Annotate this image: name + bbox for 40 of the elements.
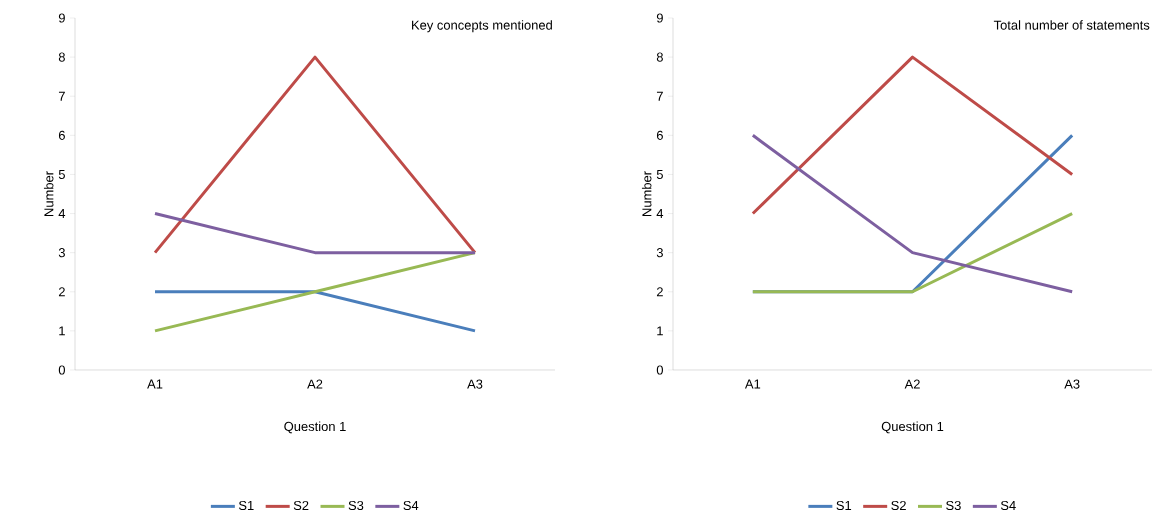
x-tick-label: A1 — [147, 379, 163, 389]
y-tick-label: 4 — [656, 209, 664, 218]
chart-title: Total number of statements — [993, 20, 1150, 30]
legend-label: S4 — [403, 500, 419, 511]
y-tick-label: 4 — [58, 209, 66, 218]
x-tick-label: A2 — [307, 379, 323, 389]
y-tick-label: 5 — [656, 169, 663, 179]
x-axis-title: Question 1 — [284, 421, 346, 434]
y-tick-label: 0 — [656, 365, 663, 375]
x-tick-label: A3 — [1064, 379, 1080, 389]
y-tick-label: 9 — [656, 13, 663, 23]
y-tick-label: 1 — [59, 326, 65, 336]
legend-label: S2 — [891, 500, 906, 511]
chart-title: Key concepts mentioned — [412, 20, 552, 33]
y-tick-label: 8 — [58, 52, 65, 62]
x-axis-title: Question 1 — [881, 421, 944, 434]
y-axis-title: Number — [43, 171, 54, 216]
legend-label: S4 — [1000, 500, 1016, 511]
legend-label: S3 — [946, 500, 961, 511]
y-tick-label: 2 — [656, 287, 663, 297]
legend-label: S1 — [836, 500, 852, 511]
y-tick-label: 6 — [656, 130, 663, 140]
y-tick-label: 9 — [58, 13, 65, 23]
y-tick-label: 0 — [58, 365, 65, 375]
legend-label: S2 — [293, 500, 309, 511]
y-tick-label: 7 — [656, 91, 663, 101]
x-tick-label: A1 — [744, 379, 761, 389]
y-tick-label: 8 — [656, 52, 663, 62]
legend-label: S1 — [238, 500, 254, 511]
y-tick-label: 3 — [656, 248, 663, 258]
y-tick-label: 3 — [58, 248, 65, 258]
y-tick-label: 2 — [58, 287, 65, 297]
y-tick-label: 7 — [58, 91, 65, 101]
x-tick-label: A2 — [904, 379, 920, 389]
x-tick-label: A3 — [467, 379, 483, 389]
y-tick-label: 6 — [58, 130, 65, 140]
y-axis-title: Number — [641, 171, 652, 216]
y-tick-label: 1 — [657, 326, 663, 336]
legend-label: S3 — [348, 500, 364, 511]
y-tick-label: 5 — [58, 169, 65, 179]
